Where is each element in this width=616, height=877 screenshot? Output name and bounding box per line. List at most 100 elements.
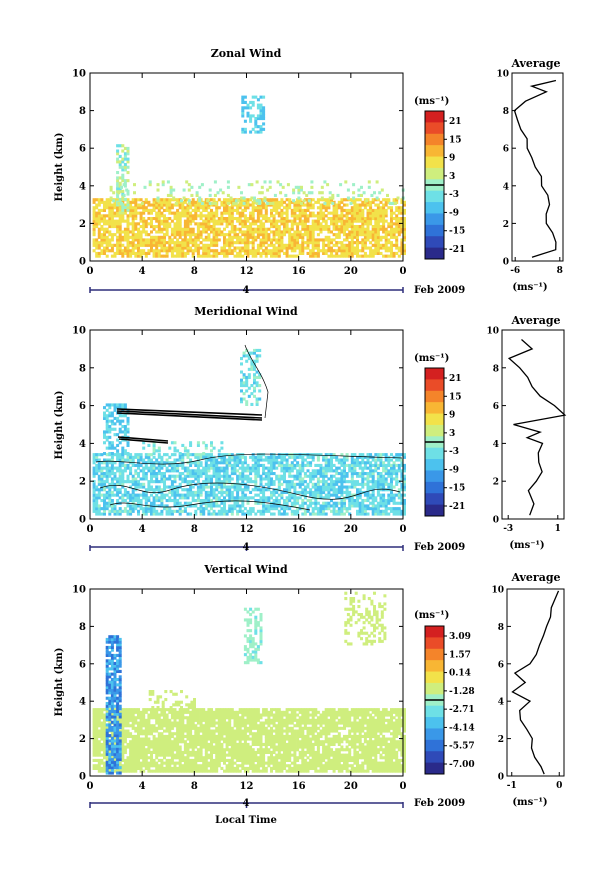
heatmap-cell (132, 249, 135, 252)
heatmap-cell (140, 453, 143, 456)
heatmap-cell (293, 233, 296, 236)
heatmap-cell (103, 714, 106, 717)
heatmap-cell (382, 198, 385, 201)
heatmap-cell (150, 244, 153, 247)
heatmap-cell (301, 241, 304, 244)
heatmap-cell (127, 147, 130, 150)
heatmap-cell (301, 513, 304, 516)
heatmap-cell (192, 486, 195, 489)
heatmap-cell (158, 244, 161, 247)
heatmap-cell (254, 494, 257, 497)
heatmap-cell (312, 249, 315, 252)
heatmap-cell (377, 209, 380, 212)
heatmap-cell (121, 472, 124, 475)
heatmap-cell (114, 433, 117, 436)
heatmap-cell (123, 194, 126, 197)
heatmap-cell (137, 230, 140, 233)
heatmap-cell (335, 472, 338, 475)
heatmap-cell (280, 244, 283, 247)
heatmap-cell (140, 225, 143, 228)
heatmap-cell (121, 748, 124, 751)
heatmap-cell (275, 496, 278, 499)
heatmap-cell (179, 222, 182, 225)
heatmap-cell (240, 197, 243, 200)
heatmap-cell (95, 255, 98, 258)
heatmap-cell (127, 193, 130, 196)
heatmap-cell (187, 449, 190, 452)
heatmap-cell (129, 714, 132, 717)
heatmap-cell (314, 241, 317, 244)
heatmap-cell (142, 228, 145, 231)
heatmap-cell (348, 209, 351, 212)
heatmap-cell (377, 222, 380, 225)
heatmap-cell (254, 475, 257, 478)
heatmap-cell (103, 504, 106, 507)
heatmap-cell (361, 469, 364, 472)
heatmap-cell (367, 496, 370, 499)
heatmap-cell (340, 469, 343, 472)
heatmap-cell (262, 504, 265, 507)
heatmap-cell (155, 204, 158, 207)
heatmap-cell (374, 496, 377, 499)
heatmap-cell (340, 198, 343, 201)
heatmap-cell (218, 480, 221, 483)
heatmap-cell (187, 456, 190, 459)
heatmap-cell (252, 488, 255, 491)
heatmap-cell (327, 206, 330, 209)
heatmap-cell (142, 461, 145, 464)
heatmap-cell (95, 507, 98, 510)
heatmap-cell (390, 469, 393, 472)
colorbar-swatch (425, 202, 444, 214)
heatmap-cell (121, 735, 124, 738)
heatmap-cell (202, 247, 205, 250)
heatmap-cell (218, 496, 221, 499)
heatmap-cell (93, 504, 96, 507)
heatmap-cell (215, 241, 218, 244)
heatmap-cell (179, 244, 182, 247)
heatmap-cell (106, 439, 109, 442)
heatmap-cell (145, 456, 148, 459)
heatmap-cell (100, 724, 103, 727)
heatmap-cell (121, 475, 124, 478)
y-tick-label: 10 (72, 326, 86, 337)
x-tick-label: 8 (191, 524, 198, 535)
heatmap-cell (296, 204, 299, 207)
heatmap-cell (137, 483, 140, 486)
heatmap-cell (395, 494, 398, 497)
heatmap-cell (244, 247, 247, 250)
heatmap-cell (374, 225, 377, 228)
heatmap-cell (234, 247, 237, 250)
colorbar-swatch (425, 482, 444, 494)
heatmap-cell (241, 469, 244, 472)
heatmap-cell (286, 513, 289, 516)
heatmap-cell (215, 475, 218, 478)
heatmap-cell (247, 104, 250, 107)
heatmap-cell (124, 510, 127, 513)
heatmap-cell (307, 244, 310, 247)
heatmap-cell (106, 447, 109, 450)
heatmap-cell (93, 459, 96, 462)
heatmap-cell (262, 499, 265, 502)
heatmap-cell (124, 735, 127, 738)
heatmap-cell (114, 494, 117, 497)
heatmap-cell (390, 209, 393, 212)
heatmap-cell (227, 194, 230, 197)
heatmap-cell (119, 241, 122, 244)
heatmap-cell (160, 255, 163, 258)
heatmap-cell (333, 507, 336, 510)
heatmap-cell (215, 212, 218, 215)
heatmap-cell (98, 496, 101, 499)
heatmap-cell (121, 452, 124, 455)
heatmap-cell (223, 504, 226, 507)
heatmap-cell (124, 155, 127, 158)
heatmap-cell (247, 217, 250, 220)
heatmap-cell (194, 204, 197, 207)
colorbar-swatch (425, 122, 444, 134)
heatmap-cell (264, 180, 267, 183)
heatmap-cell (369, 494, 372, 497)
heatmap-cell (226, 513, 229, 516)
heatmap-cell (283, 212, 286, 215)
heatmap-cell (158, 488, 161, 491)
heatmap-cell (325, 504, 328, 507)
heatmap-cell (95, 244, 98, 247)
